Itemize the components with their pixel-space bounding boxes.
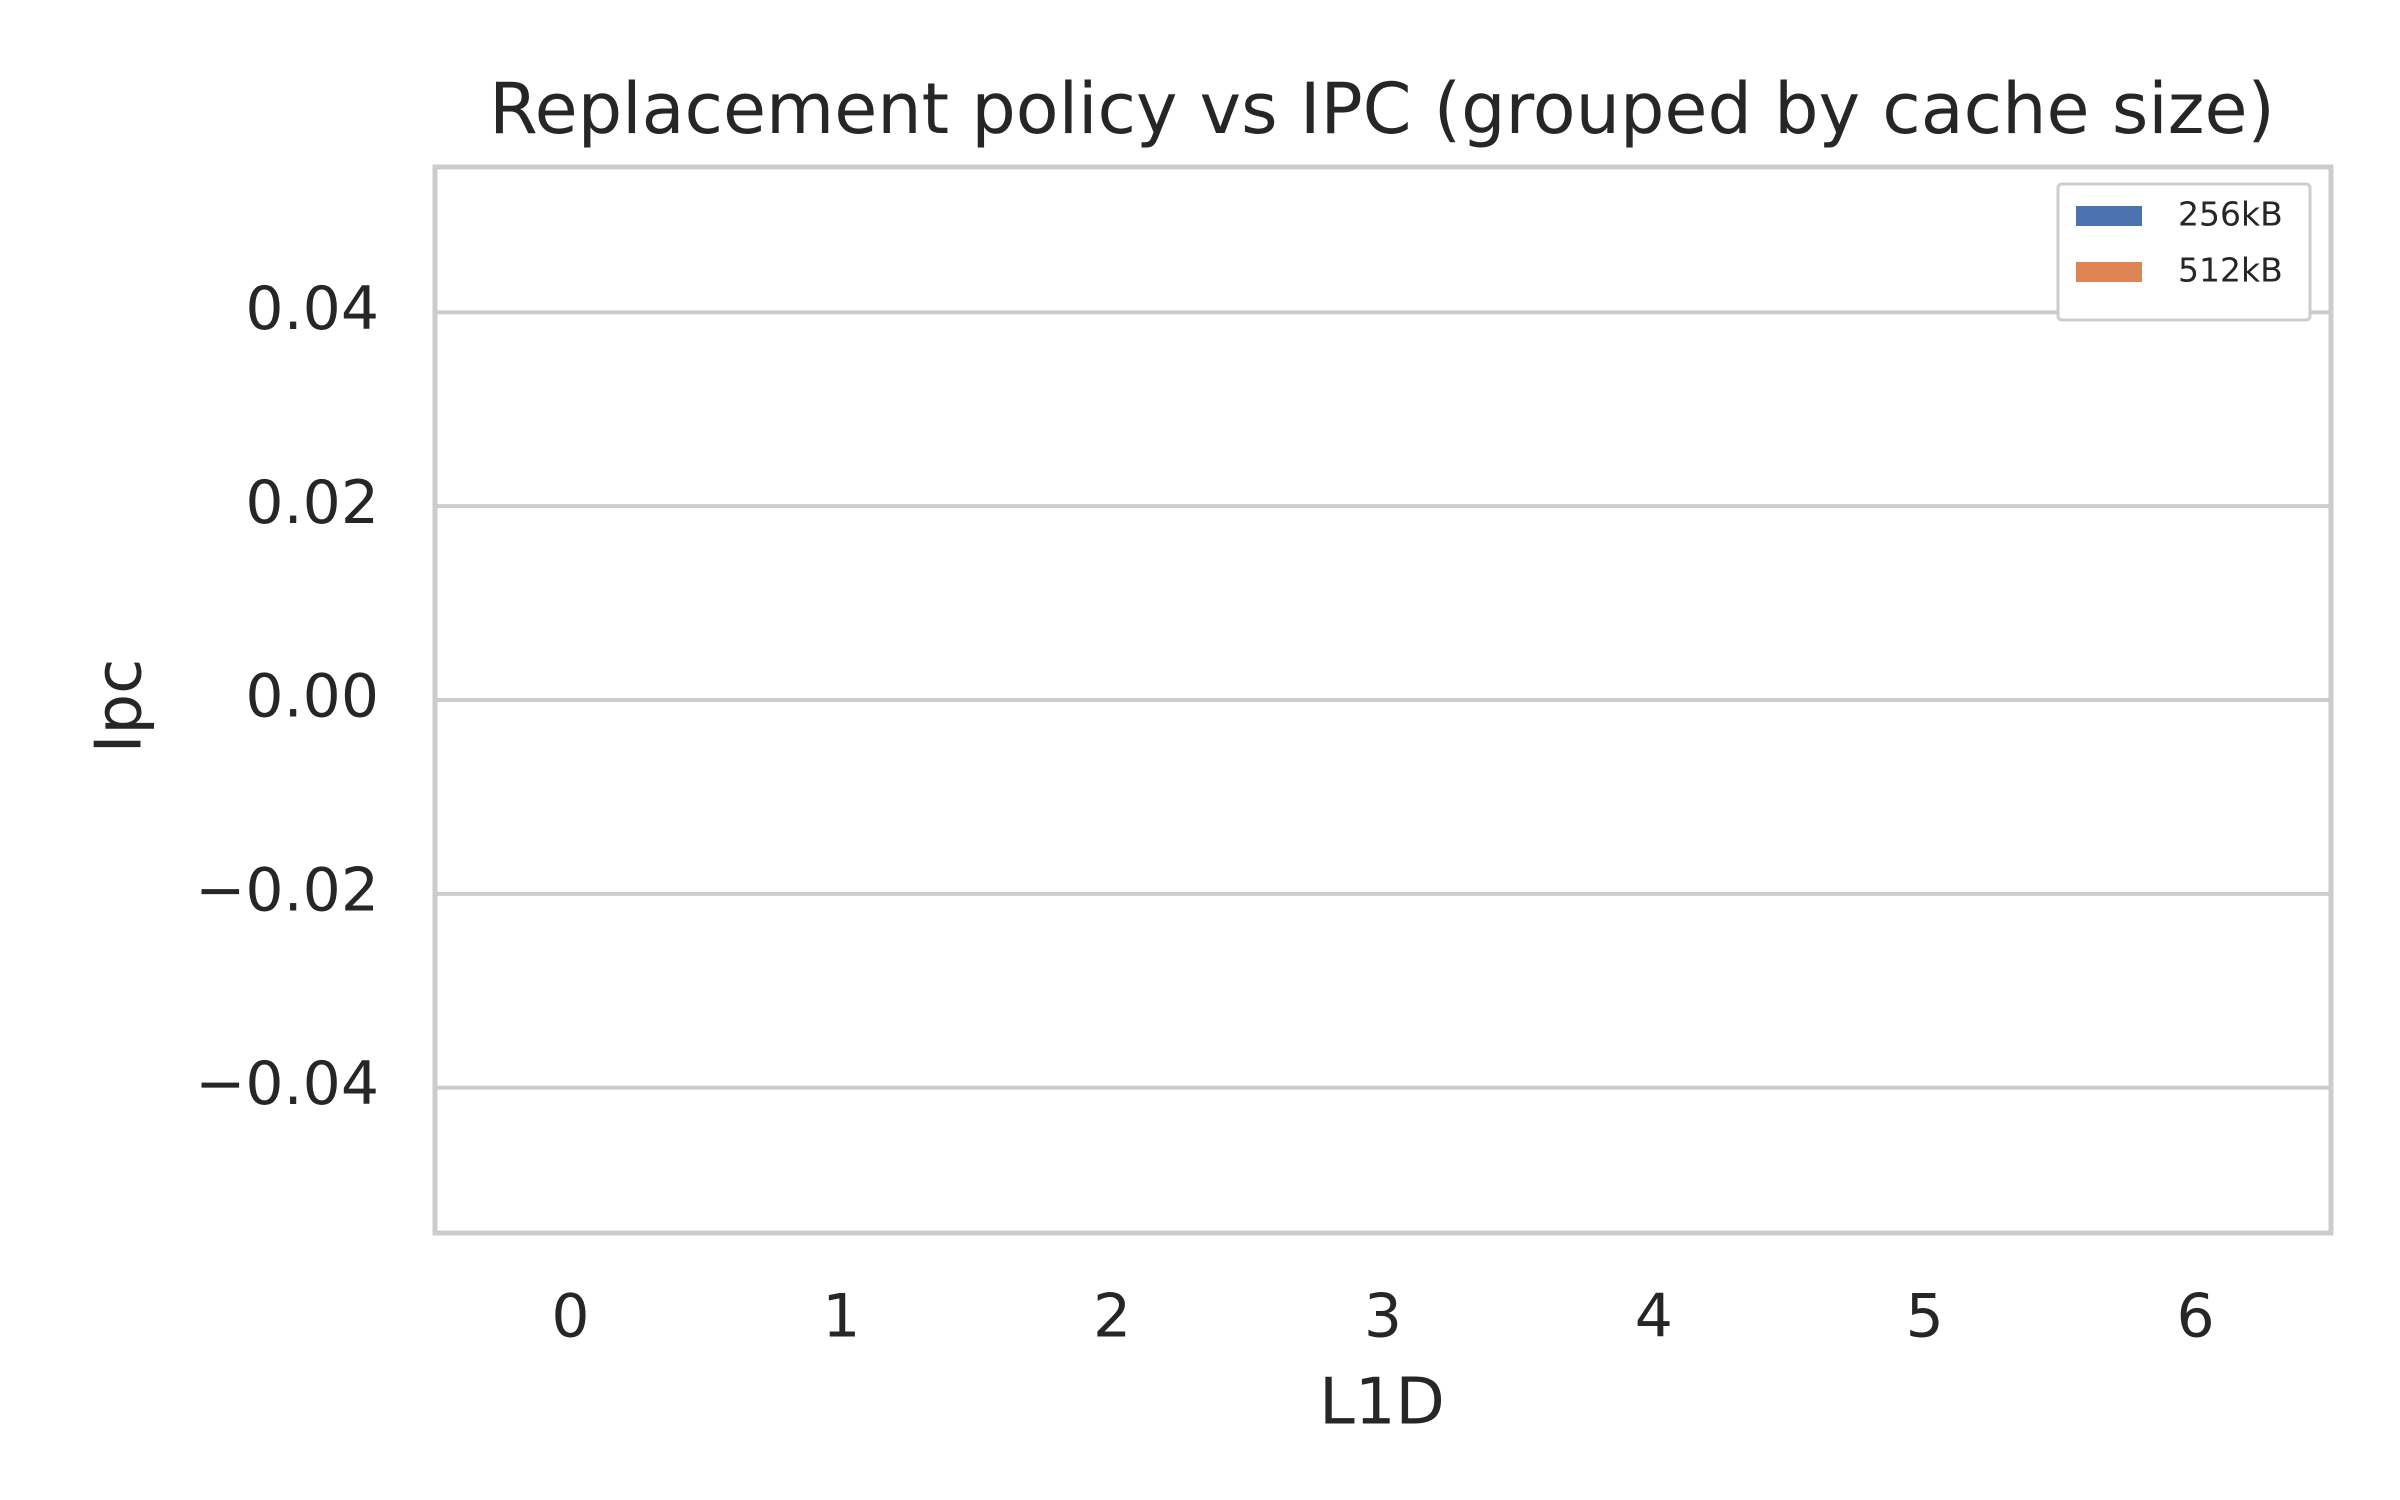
chart-title: Replacement policy vs IPC (grouped by ca…	[489, 68, 2275, 150]
legend-swatch	[2076, 206, 2142, 226]
x-tick-label: 6	[2176, 1282, 2214, 1352]
x-tick-label: 3	[1364, 1282, 1402, 1352]
legend-label: 512kB	[2178, 251, 2283, 290]
y-tick-label: −0.02	[195, 855, 379, 925]
x-tick-label: 2	[1093, 1282, 1131, 1352]
x-axis-label: L1D	[1319, 1366, 1445, 1440]
plot-frame	[432, 164, 2334, 1236]
y-tick-label: 0.02	[245, 468, 379, 538]
y-tick-label: 0.00	[245, 662, 379, 732]
x-tick-label: 1	[822, 1282, 860, 1352]
x-tick-label: 5	[1906, 1282, 1944, 1352]
y-tick-label: −0.04	[195, 1049, 379, 1119]
legend-swatch	[2076, 262, 2142, 282]
legend-label: 256kB	[2178, 195, 2283, 234]
x-tick-label: 4	[1635, 1282, 1673, 1352]
x-tick-label: 0	[551, 1282, 589, 1352]
y-axis-label: Ipc	[83, 659, 157, 754]
y-tick-label: 0.04	[245, 274, 379, 344]
